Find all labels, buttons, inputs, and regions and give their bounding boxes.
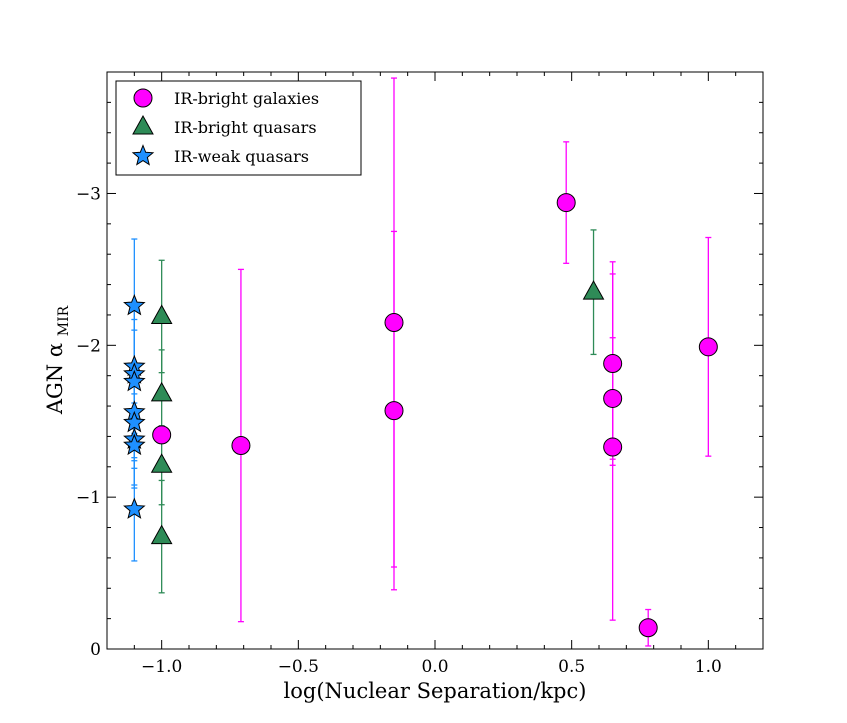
y-axis-label-subscript: MIR (56, 305, 72, 336)
x-tick-label: 1.0 (695, 657, 722, 677)
data-point-circle (384, 401, 404, 421)
data-point-star (123, 410, 146, 433)
data-point-triangle (150, 453, 173, 473)
data-point-circle (556, 193, 576, 213)
x-axis-label: log(Nuclear Separation/kpc) (284, 679, 587, 703)
x-tick-label: −0.5 (278, 657, 319, 677)
legend-frame (115, 80, 362, 176)
legend-label: IR-weak quasars (174, 147, 309, 166)
data-point-star (123, 369, 146, 392)
data-point-circle (603, 388, 623, 408)
x-tick-label: −1.0 (141, 657, 182, 677)
y-tick-label: −1 (76, 488, 101, 508)
legend-marker-circle (133, 88, 153, 108)
y-axis-label: AGN α MIR (43, 305, 72, 415)
data-point-circle (638, 618, 658, 638)
legend: IR-bright galaxies IR-bright quasars IR-we… (115, 80, 362, 176)
y-tick-label: 0 (90, 640, 101, 660)
data-point-circle (231, 436, 251, 456)
x-tick-label: 0.0 (421, 657, 448, 677)
data-point-circle (698, 337, 718, 357)
data-point-circle (603, 354, 623, 374)
data-point-star (123, 433, 146, 456)
x-tick-label: 0.5 (558, 657, 585, 677)
axis-ticks: −1.0 −0.5 0.0 0.5 1.0 0 −1 −2 −3 (76, 72, 763, 677)
y-tick-label: −3 (76, 184, 101, 204)
legend-label: IR-bright quasars (174, 118, 317, 137)
data-point-star (123, 293, 146, 316)
plot-frame (106, 71, 764, 650)
data-point-triangle (150, 304, 173, 324)
data-point-circle (384, 313, 404, 333)
data-point-star (123, 497, 146, 519)
data-point-triangle (582, 280, 605, 300)
data-point-circle (603, 437, 623, 457)
data-point-triangle (150, 524, 173, 545)
data-markers (123, 193, 718, 638)
y-axis-label-main: AGN α (43, 343, 67, 415)
data-point-triangle (150, 381, 173, 402)
legend-marker-triangle (132, 114, 154, 135)
y-tick-label: −2 (76, 336, 101, 356)
data-point-circle (152, 425, 172, 445)
legend-label: IR-bright galaxies (174, 89, 319, 108)
legend-marker-star (131, 144, 155, 166)
